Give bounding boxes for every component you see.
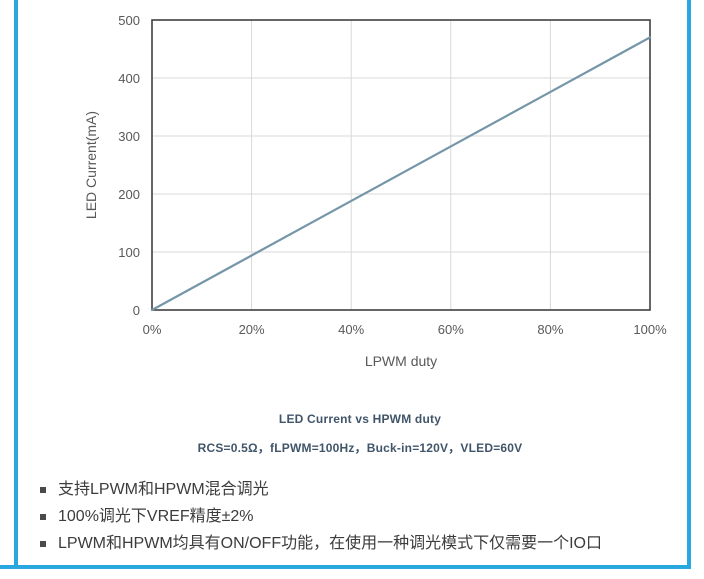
svg-text:300: 300 bbox=[118, 129, 140, 144]
feature-bullet-list: 支持LPWM和HPWM混合调光 100%调光下VREF精度±2% LPWM和HP… bbox=[40, 481, 670, 562]
bullet-text: 100%调光下VREF精度±2% bbox=[58, 508, 254, 525]
svg-text:60%: 60% bbox=[438, 322, 464, 337]
svg-text:80%: 80% bbox=[537, 322, 563, 337]
svg-text:LPWM duty: LPWM duty bbox=[365, 353, 437, 369]
card-bottom-divider bbox=[0, 565, 691, 569]
bullet-text: 支持LPWM和HPWM混合调光 bbox=[58, 481, 269, 498]
list-item: 100%调光下VREF精度±2% bbox=[40, 508, 670, 526]
card-left-border bbox=[14, 0, 18, 566]
series-line-LED Current bbox=[150, 36, 652, 312]
svg-text:200: 200 bbox=[118, 187, 140, 202]
chart-caption-conditions: RCS=0.5Ω，fLPWM=100Hz，Buck-in=120V，VLED=6… bbox=[197, 441, 523, 455]
bullet-square-icon bbox=[40, 514, 46, 520]
card-right-border bbox=[687, 0, 691, 566]
svg-text:40%: 40% bbox=[338, 322, 364, 337]
led-current-chart: 0 100 200 300 400 500 0% 20% 40% 60% 80% 100% LPWM d… bbox=[83, 13, 667, 369]
svg-text:20%: 20% bbox=[239, 322, 265, 337]
chart-caption: LED Current vs HPWM duty RCS=0.5Ω，fLPWM=… bbox=[20, 412, 700, 456]
svg-text:0: 0 bbox=[133, 303, 140, 318]
svg-text:500: 500 bbox=[118, 13, 140, 28]
svg-text:0%: 0% bbox=[143, 322, 162, 337]
svg-text:400: 400 bbox=[118, 71, 140, 86]
svg-text:100%: 100% bbox=[633, 322, 667, 337]
chart-caption-title: LED Current vs HPWM duty bbox=[278, 412, 442, 426]
bullet-text: LPWM和HPWM均具有ON/OFF功能，在使用一种调光模式下仅需要一个IO口 bbox=[58, 535, 602, 552]
list-item: 支持LPWM和HPWM混合调光 bbox=[40, 481, 670, 499]
bullet-square-icon bbox=[40, 487, 46, 493]
bullet-square-icon bbox=[40, 541, 46, 547]
svg-text:100: 100 bbox=[118, 245, 140, 260]
led-current-vs-lpwm-duty-plot: 0 100 200 300 400 500 0% 20% 40% 60% 80% 100% LPWM d… bbox=[83, 13, 667, 369]
list-item: LPWM和HPWM均具有ON/OFF功能，在使用一种调光模式下仅需要一个IO口 bbox=[40, 535, 670, 553]
svg-text:LED Current(mA): LED Current(mA) bbox=[83, 111, 99, 219]
